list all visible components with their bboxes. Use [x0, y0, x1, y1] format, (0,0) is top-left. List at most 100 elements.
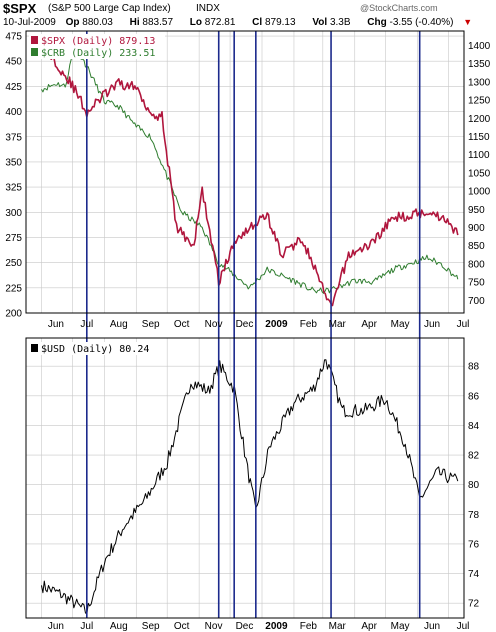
legend-usd-swatch [31, 344, 38, 352]
bottom-legend-box [29, 342, 157, 355]
usd-tick-label: 74 [468, 569, 480, 580]
open-value: 880.03 [82, 17, 113, 28]
bottom-month-label: Sep [142, 621, 160, 632]
quote-line: 10-Jul-2009 Op 880.03 Hi 883.57 Lo 872.8… [3, 17, 486, 28]
usd-tick-label: 78 [468, 510, 480, 521]
chg-label: Chg [367, 17, 387, 28]
left-tick-label: 400 [5, 107, 22, 118]
bottom-month-label: Nov [205, 621, 223, 632]
usd-tick-label: 86 [468, 391, 480, 402]
top-month-label: Jul [457, 319, 470, 330]
chg-value: -3.55 (-0.40%) [389, 17, 454, 28]
top-panel-grid [26, 31, 464, 314]
legend-crb-label: $CRB (Daily) 233.51 [41, 48, 155, 59]
open-label: Op [65, 17, 80, 28]
high-value: 883.57 [142, 17, 174, 28]
down-arrow-icon: ▼ [463, 17, 473, 27]
close-value: 879.13 [264, 17, 296, 28]
top-month-label: Nov [205, 319, 223, 330]
low-value: 872.81 [204, 17, 236, 28]
left-tick-label: 250 [5, 258, 22, 269]
usd-tick-label: 76 [468, 539, 480, 550]
right-tick-label: 1200 [468, 114, 491, 125]
bottom-month-label: Mar [329, 621, 347, 632]
axis-ticks: 200 225 250 275 300 325 350 375 400 425 450 475 700 7… [5, 32, 490, 632]
usd-tick-label: 84 [468, 421, 480, 432]
top-month-label: Oct [174, 319, 190, 330]
spx-series-line [40, 46, 459, 307]
usd-tick-label: 72 [468, 599, 480, 610]
bottom-month-label: Jun [424, 621, 440, 632]
top-month-label: 2009 [265, 319, 288, 330]
right-tick-label: 850 [468, 241, 485, 252]
bottom-month-label: 2009 [265, 621, 288, 632]
low-label: Lo [189, 17, 203, 28]
bottom-month-label: Jul [457, 621, 470, 632]
right-tick-label: 1350 [468, 59, 491, 70]
right-tick-label: 800 [468, 259, 485, 270]
bottom-panel-grid [26, 338, 464, 618]
top-month-label: Jun [48, 319, 64, 330]
right-tick-label: 1400 [468, 41, 491, 52]
quote-date: 10-Jul-2009 [3, 17, 56, 28]
bottom-month-label: May [391, 621, 410, 632]
usd-tick-label: 88 [468, 362, 480, 373]
right-tick-label: 1150 [468, 132, 490, 143]
right-tick-label: 900 [468, 223, 485, 234]
left-tick-label: 350 [5, 157, 22, 168]
legend-crb-swatch [31, 48, 38, 56]
right-tick-label: 1050 [468, 168, 491, 179]
left-tick-label: 375 [5, 132, 22, 143]
legend: $SPX (Daily) 879.13$CRB (Daily) 233.51 $U… [29, 34, 165, 355]
top-month-label: Mar [329, 319, 347, 330]
right-tick-label: 1100 [468, 150, 490, 161]
chart-title-symbol: $SPX [3, 1, 37, 16]
top-month-label: Jul [80, 319, 93, 330]
top-month-label: Sep [142, 319, 160, 330]
legend-usd-label: $USD (Daily) 80.24 [41, 344, 149, 355]
bottom-month-label: Jul [80, 621, 93, 632]
bottom-month-label: Apr [361, 621, 377, 632]
legend-spx-swatch [31, 36, 38, 44]
top-month-label: Dec [236, 319, 254, 330]
series-lines [40, 45, 459, 615]
left-tick-label: 275 [5, 233, 22, 244]
left-tick-label: 225 [5, 283, 22, 294]
stockcharts-watermark: @StockCharts.com [360, 3, 438, 13]
bottom-month-label: Oct [174, 621, 190, 632]
legend-spx-label: $SPX (Daily) 879.13 [41, 36, 155, 47]
right-tick-label: 1250 [468, 96, 491, 107]
vol-label: Vol [312, 17, 328, 28]
right-tick-label: 700 [468, 296, 485, 307]
high-label: Hi [129, 17, 140, 28]
left-tick-label: 425 [5, 82, 22, 93]
left-tick-label: 475 [5, 32, 22, 43]
vol-value: 3.3B [329, 17, 351, 28]
bottom-panel-frame [25, 337, 465, 619]
chart-title-exchange: INDX [196, 3, 220, 14]
usd-tick-label: 80 [468, 480, 480, 491]
left-tick-label: 450 [5, 57, 22, 68]
left-tick-label: 300 [5, 208, 22, 219]
bottom-month-label: Feb [300, 621, 318, 632]
top-panel-frame [25, 30, 465, 314]
top-legend-box [29, 34, 165, 59]
top-month-label: May [391, 319, 410, 330]
bottom-month-label: Jun [48, 621, 64, 632]
usd-series-line [41, 359, 459, 615]
top-month-label: Feb [300, 319, 318, 330]
left-tick-label: 325 [5, 183, 22, 194]
close-label: Cl [252, 17, 263, 28]
vertical-markers [86, 31, 421, 618]
usd-tick-label: 82 [468, 451, 480, 462]
chart-title-name: (S&P 500 Large Cap Index) [48, 3, 171, 14]
bottom-month-label: Aug [110, 621, 128, 632]
crb-series-line [41, 45, 459, 294]
bottom-month-label: Dec [236, 621, 254, 632]
top-month-label: Jun [424, 319, 440, 330]
right-tick-label: 950 [468, 205, 485, 216]
top-month-label: Aug [110, 319, 128, 330]
top-month-label: Apr [361, 319, 377, 330]
right-tick-label: 1300 [468, 77, 491, 88]
